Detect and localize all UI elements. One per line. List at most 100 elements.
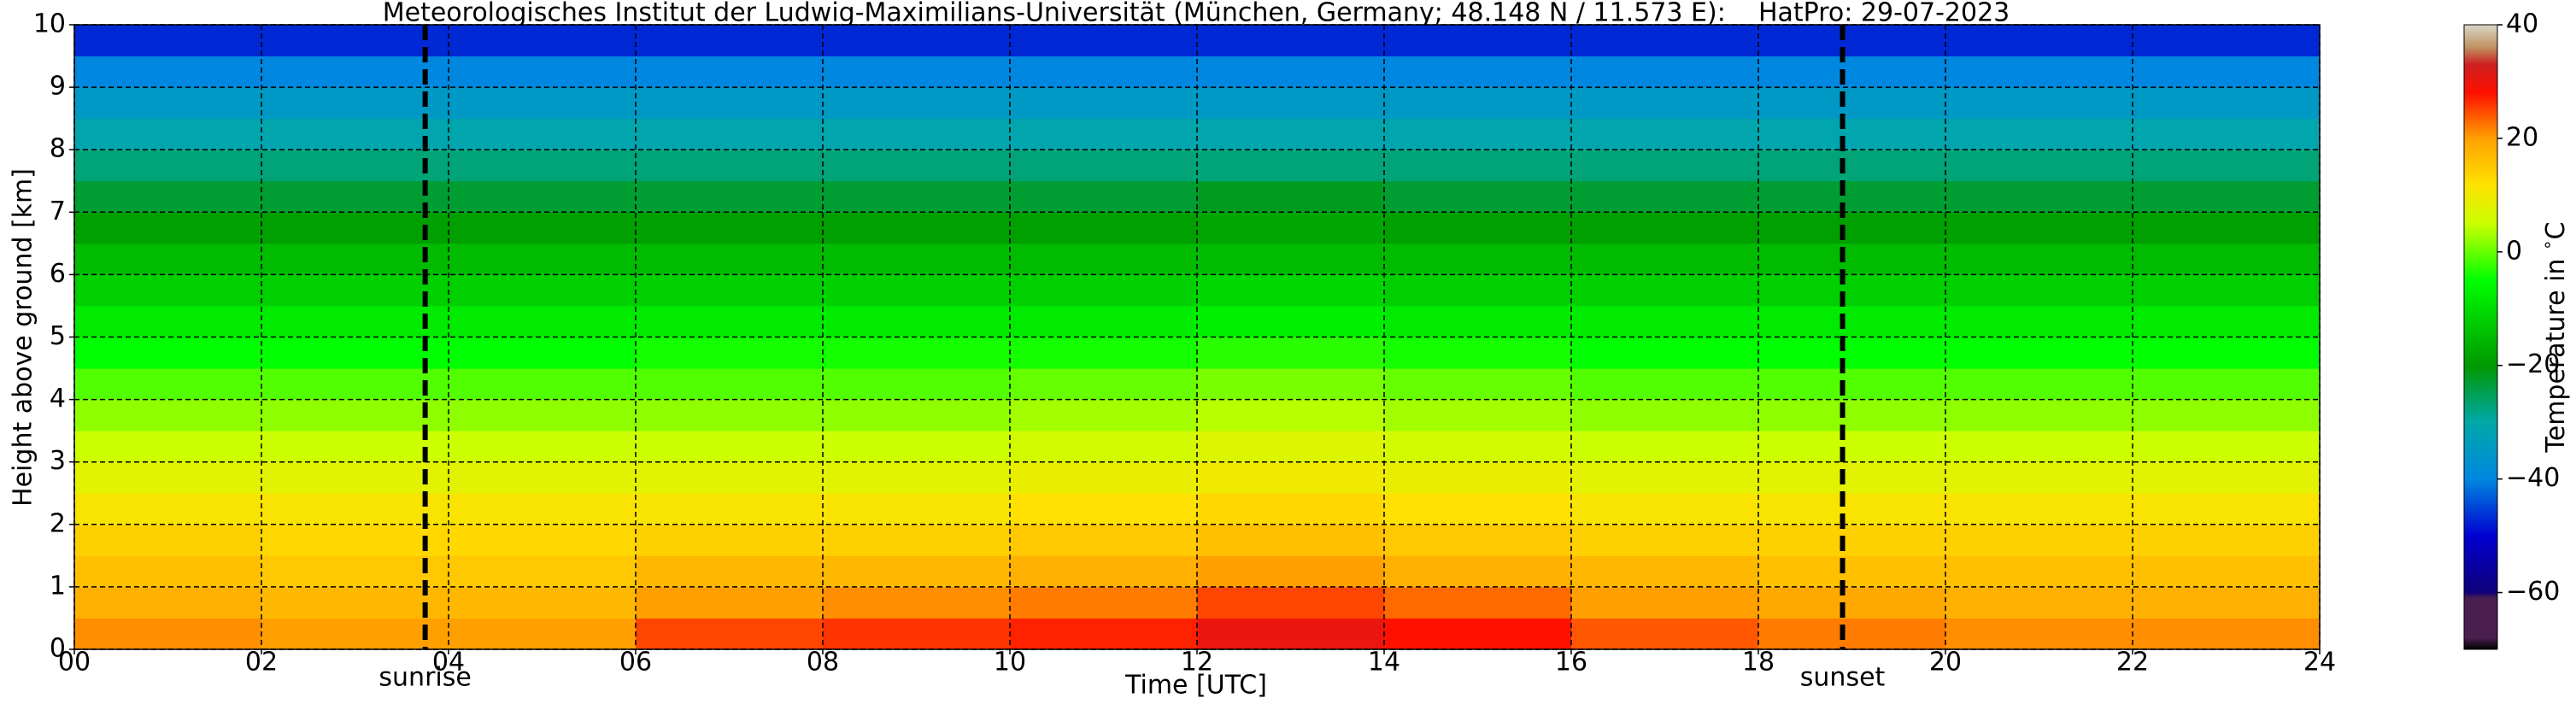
heatmap-cell: [636, 305, 824, 337]
heatmap-cell: [1197, 368, 1385, 401]
heatmap-cell: [1571, 25, 1759, 57]
heatmap-cell: [449, 274, 637, 307]
heatmap-cell: [636, 212, 824, 244]
heatmap-cell: [1197, 180, 1385, 213]
heatmap-cell: [1945, 399, 2133, 431]
heatmap-cell: [823, 555, 1011, 588]
heatmap-cell: [261, 25, 449, 57]
y-tick-label: 2: [50, 508, 66, 538]
heatmap-cell: [1758, 431, 1946, 463]
heatmap-cell: [636, 274, 824, 307]
heatmap-cell: [1571, 118, 1759, 150]
heatmap-cell: [636, 431, 824, 463]
heatmap-cell: [1758, 274, 1946, 307]
heatmap-cell: [74, 586, 262, 619]
heatmap-cell: [1384, 431, 1572, 463]
heatmap-cell: [636, 618, 824, 650]
heatmap-cell: [1945, 618, 2133, 650]
heatmap-cell: [1197, 555, 1385, 588]
colorbar-tick-label: −20: [2506, 349, 2560, 379]
heatmap-cell: [261, 180, 449, 213]
heatmap-cell: [1384, 243, 1572, 275]
heatmap-cell: [1197, 524, 1385, 556]
heatmap-cell: [1384, 618, 1572, 650]
heatmap-cell: [823, 337, 1011, 369]
heatmap-cell: [636, 337, 824, 369]
heatmap-cell: [74, 150, 262, 182]
heatmap-cell: [1010, 524, 1198, 556]
heatmap-cell: [1197, 87, 1385, 120]
heatmap-cell: [823, 274, 1011, 307]
heatmap-cell: [1571, 586, 1759, 619]
heatmap-cell: [449, 212, 637, 244]
heatmap-cell: [1010, 243, 1198, 275]
label-part: ∘: [2537, 239, 2557, 250]
heatmap-cell: [1197, 461, 1385, 494]
heatmap-cell: [261, 618, 449, 650]
x-tick-label: 24: [2303, 648, 2336, 678]
heatmap-cell: [1758, 180, 1946, 213]
heatmap-cell: [1571, 180, 1759, 213]
y-tick-label: 7: [50, 197, 66, 226]
heatmap-cell: [1758, 118, 1946, 150]
heatmap-cell: [74, 524, 262, 556]
heatmap-cell: [261, 118, 449, 150]
heatmap-cell: [1571, 431, 1759, 463]
heatmap-cell: [74, 618, 262, 650]
heatmap-cell: [1758, 337, 1946, 369]
heatmap-cell: [449, 399, 637, 431]
heatmap-cell: [2133, 150, 2321, 182]
heatmap-cell: [1945, 118, 2133, 150]
heatmap-cell: [1197, 399, 1385, 431]
heatmap-cell: [1758, 524, 1946, 556]
heatmap-cell: [1945, 493, 2133, 525]
x-tick-label: 14: [1368, 648, 1400, 678]
heatmap-cell: [823, 118, 1011, 150]
heatmap-cell: [74, 399, 262, 431]
heatmap-cell: [1945, 243, 2133, 275]
heatmap-cell: [2133, 431, 2321, 463]
heatmap-cell: [1010, 180, 1198, 213]
heatmap-cell: [449, 56, 637, 88]
heatmap-cell: [1945, 274, 2133, 307]
heatmap-cell: [823, 212, 1011, 244]
heatmap-cell: [1010, 150, 1198, 182]
heatmap-cell: [1384, 56, 1572, 88]
heatmap-cell: [1010, 618, 1198, 650]
annotation-label: sunset: [1800, 663, 1886, 693]
heatmap-cell: [1384, 87, 1572, 120]
heatmap-cell: [261, 56, 449, 88]
heatmap-cell: [1758, 87, 1946, 120]
heatmap-cell: [261, 337, 449, 369]
heatmap-cell: [1197, 118, 1385, 150]
heatmap-cell: [1010, 25, 1198, 57]
x-tick-label: 04: [432, 648, 465, 678]
heatmap-cell: [1571, 243, 1759, 275]
y-tick-label: 9: [50, 72, 66, 102]
heatmap-cell: [1945, 56, 2133, 88]
heatmap-cell: [449, 618, 637, 650]
heatmap-cell: [636, 555, 824, 588]
heatmap-cell: [261, 150, 449, 182]
x-tick-label: 06: [619, 648, 652, 678]
heatmap-cell: [1384, 524, 1572, 556]
heatmap-cell: [449, 118, 637, 150]
heatmap-cell: [2133, 212, 2321, 244]
heatmap-cell: [449, 180, 637, 213]
heatmap-cell: [1571, 150, 1759, 182]
heatmap-cell: [74, 118, 262, 150]
heatmap-cell: [823, 431, 1011, 463]
colorbar-label: Temperature in ∘C: [2537, 222, 2571, 454]
heatmap-cell: [1197, 25, 1385, 57]
heatmap-cell: [261, 87, 449, 120]
x-axis-label: Time [UTC]: [1124, 671, 1267, 701]
y-tick-label: 8: [50, 134, 66, 164]
heatmap-cell: [1945, 431, 2133, 463]
x-tick-label: 18: [1742, 648, 1775, 678]
heatmap-cell: [74, 243, 262, 275]
heatmap-cell: [449, 586, 637, 619]
heatmap-cell: [1010, 305, 1198, 337]
heatmap-cell: [823, 180, 1011, 213]
y-tick-label: 4: [50, 384, 66, 414]
heatmap-cell: [1197, 305, 1385, 337]
